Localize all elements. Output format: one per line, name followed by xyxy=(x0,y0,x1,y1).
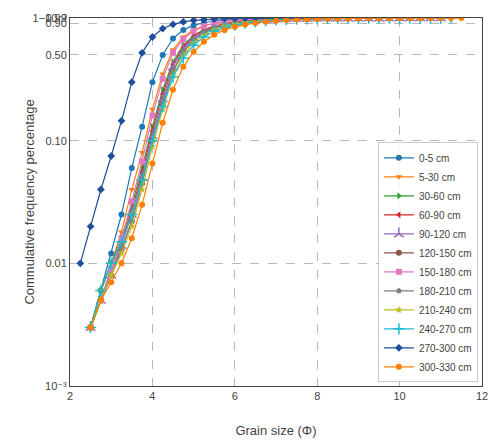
svg-text:1−10⁻³: 1−10⁻³ xyxy=(33,12,68,24)
svg-text:0.01: 0.01 xyxy=(45,257,66,269)
svg-text:0.99: 0.99 xyxy=(45,12,66,24)
svg-text:30-60 cm: 30-60 cm xyxy=(419,191,461,202)
svg-text:2: 2 xyxy=(67,390,73,402)
svg-text:10⁻³: 10⁻³ xyxy=(45,380,67,392)
svg-text:60-90 cm: 60-90 cm xyxy=(419,210,461,221)
svg-text:0.90: 0.90 xyxy=(45,17,66,29)
svg-text:180-210 cm: 180-210 cm xyxy=(419,286,472,297)
svg-text:6: 6 xyxy=(232,390,238,402)
svg-text:Commulative frequency percenta: Commulative frequency percentage xyxy=(22,99,37,304)
svg-text:120-150 cm: 120-150 cm xyxy=(419,248,472,259)
svg-text:150-180 cm: 150-180 cm xyxy=(419,267,472,278)
svg-text:10: 10 xyxy=(393,390,405,402)
svg-text:12: 12 xyxy=(476,390,488,402)
svg-text:300-330 cm: 300-330 cm xyxy=(419,362,472,373)
svg-text:90-120 cm: 90-120 cm xyxy=(419,229,466,240)
svg-text:5-30 cm: 5-30 cm xyxy=(419,172,455,183)
svg-text:8: 8 xyxy=(314,390,320,402)
svg-text:240-270 cm: 240-270 cm xyxy=(419,324,472,335)
svg-text:4: 4 xyxy=(149,390,155,402)
svg-text:0.50: 0.50 xyxy=(45,49,66,61)
svg-text:0.10: 0.10 xyxy=(45,135,66,147)
svg-text:0-5 cm: 0-5 cm xyxy=(419,153,450,164)
svg-text:Grain size (Φ): Grain size (Φ) xyxy=(235,423,316,438)
svg-text:270-300 cm: 270-300 cm xyxy=(419,343,472,354)
svg-text:210-240 cm: 210-240 cm xyxy=(419,305,472,316)
